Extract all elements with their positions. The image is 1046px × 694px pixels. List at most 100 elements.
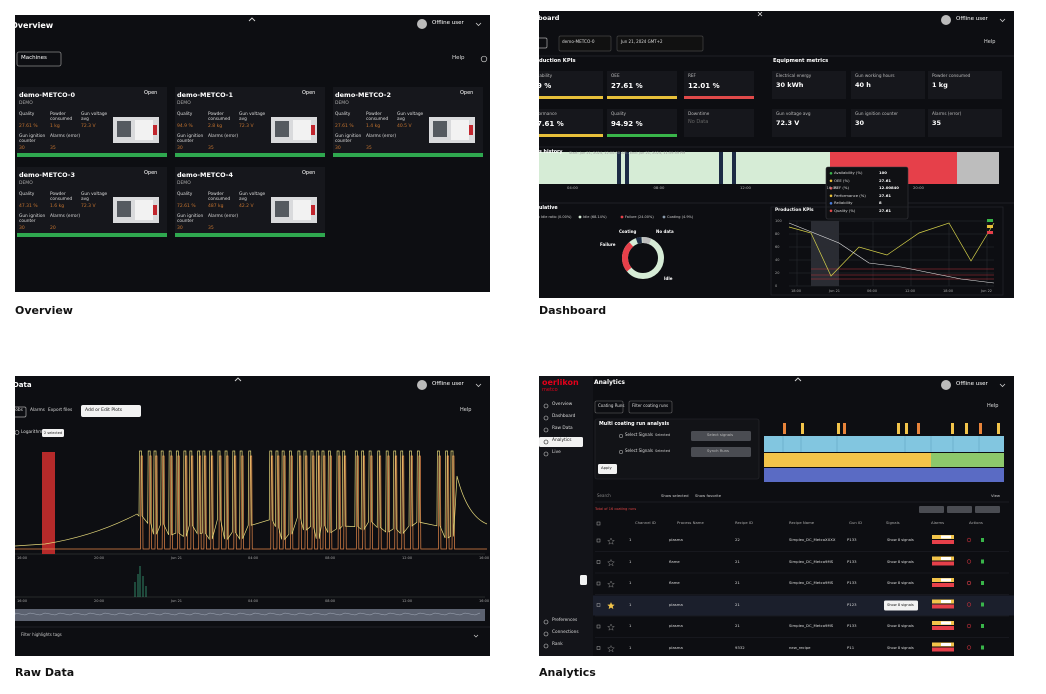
kpi-card bbox=[539, 109, 603, 137]
machine-door bbox=[135, 200, 153, 220]
kpi-label: OEE bbox=[611, 73, 620, 78]
nav-item[interactable]: Preferences bbox=[552, 618, 578, 623]
total-count: Total of 16 coating runs bbox=[595, 507, 637, 511]
action-icon[interactable] bbox=[981, 624, 984, 628]
nav-item[interactable]: Rank bbox=[552, 642, 563, 647]
selected-chip: 2 selected bbox=[44, 430, 63, 435]
star[interactable] bbox=[607, 537, 615, 545]
plot-button[interactable]: Add or Edit Plots bbox=[85, 408, 123, 413]
select-signals[interactable]: Select Signals bbox=[625, 432, 653, 437]
star[interactable] bbox=[607, 580, 615, 588]
action-icon[interactable] bbox=[981, 602, 984, 607]
user-menu[interactable]: Offline user bbox=[956, 381, 988, 387]
user-menu[interactable]: Offline user bbox=[432, 20, 464, 26]
help[interactable]: Help bbox=[452, 55, 465, 61]
signals-button[interactable]: Show 8 signals bbox=[887, 538, 914, 542]
tab[interactable]: Jobs bbox=[15, 408, 23, 413]
gantt-block bbox=[951, 423, 954, 434]
open-button[interactable]: Open bbox=[460, 90, 474, 96]
top-button[interactable]: Filter coating runs bbox=[632, 403, 669, 408]
filter-toggle[interactable]: Show selected bbox=[661, 493, 689, 498]
nav-item[interactable]: Live bbox=[552, 450, 561, 455]
open-button[interactable]: Open bbox=[302, 170, 316, 176]
signals-button[interactable]: Show 8 signals bbox=[887, 581, 914, 585]
nav-item[interactable]: Connections bbox=[552, 630, 579, 635]
tab[interactable]: Alarms bbox=[30, 408, 45, 413]
action-icon[interactable] bbox=[966, 645, 972, 650]
column-header: Recipe Name bbox=[789, 520, 815, 525]
donut-label: Failure bbox=[600, 242, 616, 247]
apply-button[interactable]: Apply bbox=[601, 465, 612, 470]
action-icon[interactable] bbox=[966, 537, 972, 543]
metric-value: 30 bbox=[19, 226, 25, 231]
user-menu[interactable]: Offline user bbox=[432, 381, 464, 387]
help[interactable]: Help bbox=[984, 39, 996, 45]
action-icon[interactable] bbox=[966, 559, 972, 564]
action-icon[interactable] bbox=[966, 602, 972, 607]
filter-tags[interactable]: Filter highlights tags bbox=[21, 632, 62, 637]
table-button bbox=[947, 506, 972, 513]
date-select[interactable]: Jun 21, 2024 GMT+2 bbox=[621, 39, 663, 44]
kpi-label: Quality bbox=[611, 111, 626, 116]
help[interactable]: Help bbox=[987, 403, 999, 409]
star[interactable] bbox=[607, 602, 615, 610]
signals-button[interactable]: Show 8 signals bbox=[887, 645, 914, 650]
legend-swatch bbox=[987, 219, 993, 222]
nav-item[interactable]: Analytics bbox=[552, 438, 572, 443]
metric-label: Powder consumed bbox=[932, 73, 971, 78]
action-button[interactable]: Select signals bbox=[707, 432, 734, 437]
action-button[interactable]: Synch Runs bbox=[707, 448, 730, 453]
nav-item[interactable]: Dashboard bbox=[552, 414, 576, 419]
top-button[interactable]: Coating Runs bbox=[598, 403, 625, 408]
tick-label: 0 bbox=[775, 284, 778, 288]
nav-item[interactable]: Raw Data bbox=[552, 426, 573, 431]
machine-tag: DEMO bbox=[177, 181, 191, 186]
star[interactable] bbox=[607, 623, 615, 631]
nav-item[interactable]: Overview bbox=[552, 402, 573, 407]
select-signals[interactable]: Select Signals bbox=[625, 448, 653, 453]
user-menu[interactable]: Offline user bbox=[956, 16, 988, 22]
action-icon[interactable] bbox=[966, 580, 972, 586]
metric-label: Gun ignition counter bbox=[19, 134, 46, 144]
search[interactable]: Search bbox=[597, 493, 611, 498]
metric-value: 72.3 V bbox=[239, 124, 254, 129]
view-button[interactable]: View bbox=[991, 493, 1001, 498]
star[interactable] bbox=[607, 559, 615, 567]
star[interactable] bbox=[607, 645, 615, 653]
alarm-chip bbox=[932, 561, 954, 566]
metric-label: Alarms (error) bbox=[50, 214, 81, 219]
action-icon[interactable] bbox=[981, 559, 984, 564]
signals-button[interactable]: Show 8 signals bbox=[887, 624, 914, 628]
action-icon[interactable] bbox=[981, 538, 984, 542]
log-toggle[interactable]: Logarithmic bbox=[21, 429, 46, 434]
signal-line bbox=[15, 450, 488, 547]
tick-label: 20 bbox=[775, 271, 780, 275]
open-button[interactable]: Open bbox=[144, 90, 158, 96]
tick-label: Jun 21 bbox=[829, 289, 841, 293]
action-icon[interactable] bbox=[966, 623, 972, 629]
gantt-block bbox=[783, 423, 786, 434]
action-icon[interactable] bbox=[981, 645, 984, 650]
gantt-block bbox=[801, 423, 804, 434]
machine-select[interactable]: demo-METCO-0 bbox=[562, 39, 595, 44]
alarm-band bbox=[42, 452, 55, 554]
kpi-line bbox=[788, 222, 995, 284]
tab[interactable]: Export files bbox=[48, 408, 73, 413]
metric-card bbox=[851, 71, 925, 99]
gantt-block bbox=[965, 423, 968, 434]
open-button[interactable]: Open bbox=[144, 170, 158, 176]
open-button[interactable]: Open bbox=[302, 90, 316, 96]
filter-toggle[interactable]: Show favorite bbox=[695, 493, 722, 498]
help[interactable]: Help bbox=[460, 407, 472, 413]
column-header: Alarms bbox=[931, 520, 945, 525]
tick-label: 16:00 bbox=[17, 599, 28, 603]
table-button bbox=[975, 506, 1000, 513]
tab[interactable]: Machines bbox=[21, 55, 47, 61]
cell: plasma bbox=[669, 644, 683, 650]
machine-name: demo-METCO-0 bbox=[19, 91, 75, 99]
metric-label: Alarms (error) bbox=[208, 214, 239, 219]
signals-button[interactable]: Show 8 signals bbox=[887, 602, 914, 607]
action-icon[interactable] bbox=[981, 581, 984, 585]
signals-button[interactable]: Show 8 signals bbox=[887, 559, 914, 564]
